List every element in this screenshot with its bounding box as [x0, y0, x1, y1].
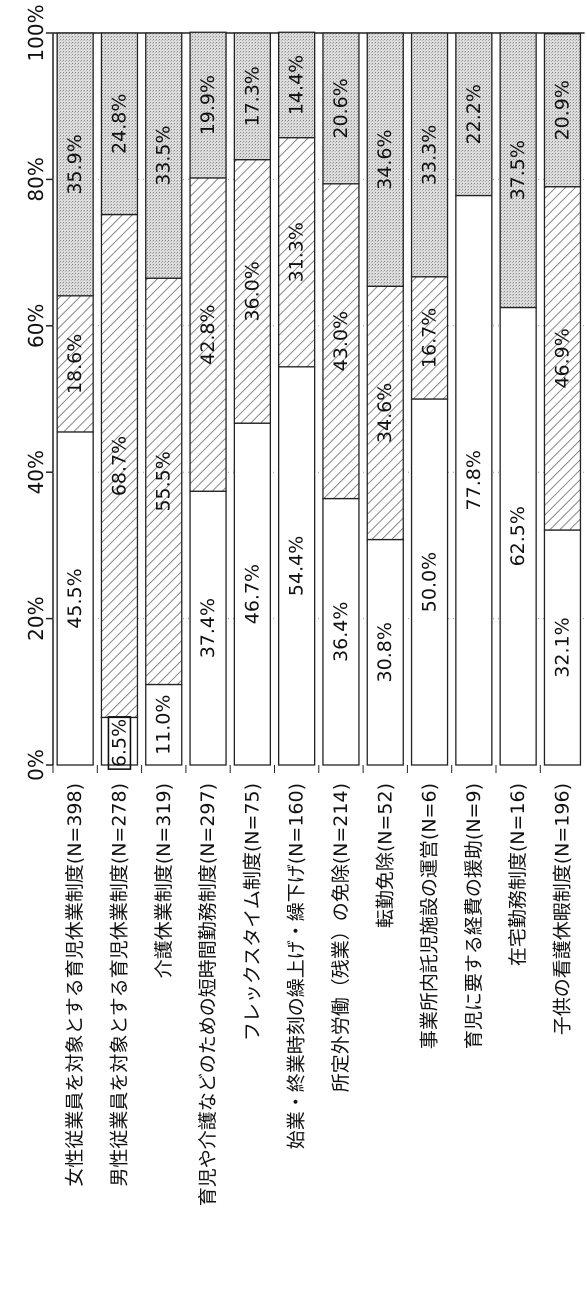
bar-segment	[543, 186, 582, 531]
text-layer: 0% 20% 40% 60% 80% 100% 45.5% 18.6% 35.9% 女性従業員を対…	[24, 4, 573, 1206]
category-label: 在宅勤務制度(N=16)	[507, 783, 529, 966]
bar-segment	[366, 285, 404, 541]
data-label: 18.6%	[64, 334, 86, 394]
bar-segment	[145, 32, 183, 279]
data-label: 33.3%	[419, 125, 441, 185]
data-label-box	[107, 716, 132, 770]
data-label: 31.3%	[286, 222, 308, 282]
data-label: 68.7%	[108, 436, 130, 496]
bar-segment	[100, 32, 139, 216]
data-label: 77.8%	[463, 450, 485, 510]
bars-layer	[56, 31, 582, 766]
y-tick-label: 20%	[24, 596, 48, 640]
bar-segment	[499, 32, 537, 309]
data-label: 36.4%	[330, 602, 352, 662]
data-label: 62.5%	[507, 506, 529, 566]
data-label: 50.0%	[419, 552, 441, 612]
data-label: 17.3%	[241, 66, 263, 126]
data-label: 35.9%	[64, 134, 86, 194]
data-label: 42.8%	[197, 304, 219, 364]
category-label: 始業・終業時刻の繰上げ・繰下げ(N=160)	[286, 783, 308, 1149]
bar-segment	[410, 276, 449, 400]
bar-segment	[322, 183, 360, 500]
data-label: 46.7%	[241, 564, 263, 624]
data-label: 37.4%	[197, 598, 219, 658]
data-label: 14.4%	[286, 55, 308, 115]
category-label: 所定外労働（残業）の免除(N=214)	[330, 783, 352, 1092]
bar-segment	[366, 32, 404, 287]
data-label: 34.6%	[374, 129, 396, 189]
bar-segment	[277, 31, 316, 139]
bar-segment	[233, 422, 272, 766]
y-tick-label: 60%	[24, 304, 48, 348]
data-label: 45.5%	[64, 568, 86, 628]
bar-segment	[100, 716, 139, 766]
data-label: 36.0%	[241, 261, 263, 321]
data-label: 37.5%	[507, 140, 529, 200]
y-tick-label: 40%	[24, 450, 48, 494]
bar-segment	[455, 32, 493, 197]
category-label: フレックスタイム制度(N=75)	[241, 783, 263, 1041]
data-label: 55.5%	[153, 451, 175, 511]
bar-segment	[410, 32, 449, 278]
bar-segment	[499, 306, 537, 766]
category-label: 子供の看護休暇制度(N=196)	[551, 783, 573, 1035]
grid-layer	[46, 32, 585, 773]
data-label: 20.6%	[330, 78, 352, 138]
y-tick-label: 80%	[24, 157, 48, 201]
data-label: 16.7%	[419, 308, 441, 368]
bar-segment	[145, 683, 183, 766]
data-label: 54.4%	[286, 536, 308, 596]
category-label: 育児に要する経費の援助(N=9)	[463, 783, 485, 1049]
category-label: 事業所内託児施設の運営(N=6)	[419, 783, 441, 1049]
bar-segment	[543, 33, 582, 188]
data-label: 11.0%	[153, 695, 175, 755]
bar-segment	[56, 32, 94, 297]
bar-segment	[233, 158, 272, 424]
data-label: 34.6%	[374, 383, 396, 443]
data-label: 20.9%	[551, 80, 573, 140]
bar-segment	[366, 538, 404, 766]
bar-segment	[322, 32, 360, 185]
bar-segment	[56, 431, 94, 766]
bar-segment	[543, 529, 582, 766]
data-label: 6.5%	[108, 719, 130, 767]
data-label: 24.8%	[108, 94, 130, 154]
bar-segment	[145, 277, 183, 686]
bar-segment	[189, 177, 227, 492]
bar-segment	[56, 295, 94, 433]
y-tick-label: 100%	[24, 4, 48, 61]
category-label: 女性従業員を対象とする育児休業制度(N=398)	[64, 783, 86, 1187]
bar-segment	[233, 32, 272, 161]
bar-segment	[100, 213, 139, 719]
bar-segment	[277, 137, 316, 368]
data-label: 33.5%	[153, 125, 175, 185]
data-label: 43.0%	[330, 311, 352, 371]
data-label: 32.1%	[551, 617, 573, 677]
data-label: 46.9%	[551, 328, 573, 388]
y-tick-label: 0%	[24, 749, 48, 781]
data-label: 22.2%	[463, 84, 485, 144]
data-label: 30.8%	[374, 622, 396, 682]
data-label: 19.9%	[197, 75, 219, 135]
category-label: 育児や介護などのための短時間勤務制度(N=297)	[197, 783, 219, 1206]
bar-segment	[277, 366, 316, 766]
category-label: 男性従業員を対象とする育児休業制度(N=278)	[108, 783, 130, 1187]
category-label: 介護休業制度(N=319)	[153, 783, 175, 978]
bar-segment	[189, 31, 227, 179]
category-label: 転勤免除(N=52)	[374, 783, 396, 928]
